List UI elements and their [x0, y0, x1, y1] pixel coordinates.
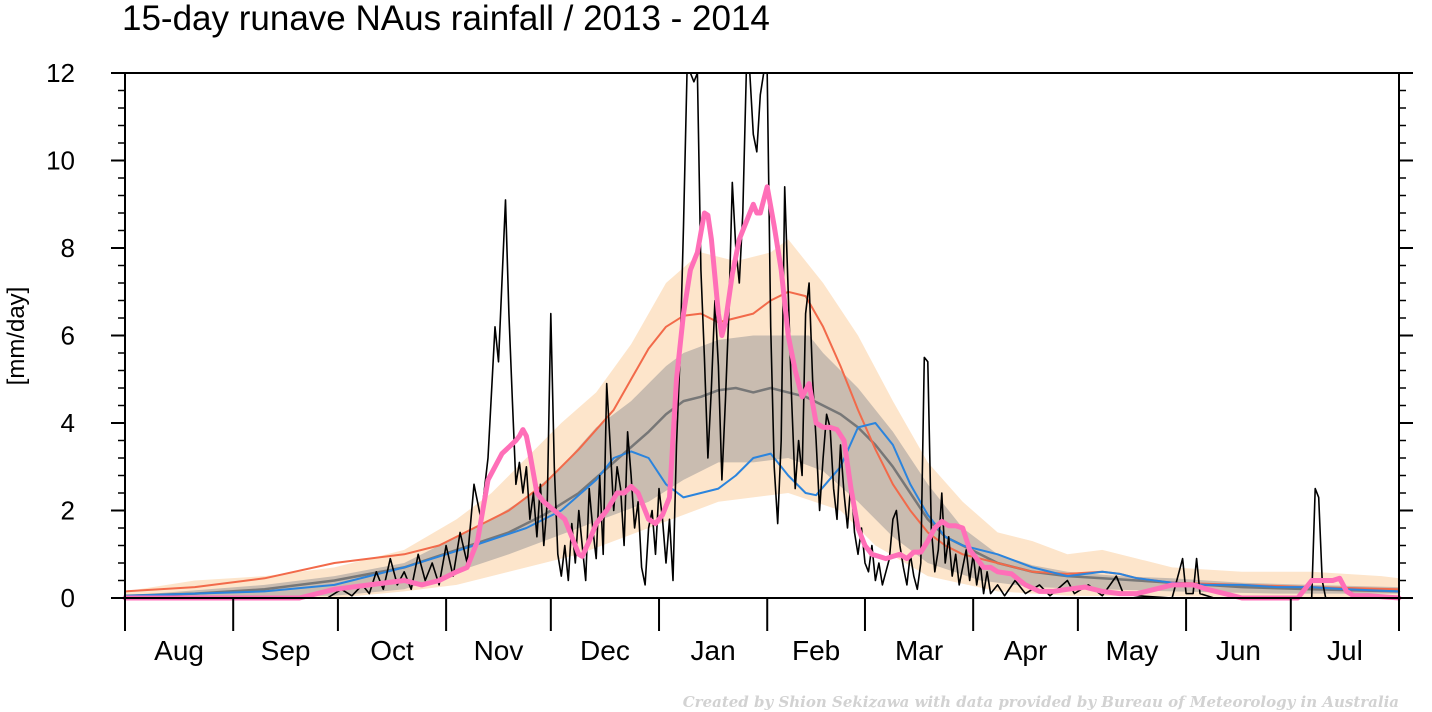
- x-month-label: Mar: [895, 635, 943, 666]
- x-month-label: Sep: [261, 635, 311, 666]
- y-tick-label: 2: [61, 496, 75, 526]
- x-month-label: Feb: [792, 635, 840, 666]
- y-tick-label: 6: [61, 321, 75, 351]
- x-month-label: Jul: [1327, 635, 1363, 666]
- credit-text: Created by Shion Sekizawa with data prov…: [683, 693, 1399, 711]
- y-tick-label: 12: [46, 58, 75, 88]
- x-month-label: Jan: [691, 635, 736, 666]
- x-month-label: Apr: [1004, 635, 1048, 666]
- x-month-label: Nov: [474, 635, 524, 666]
- y-tick-label: 0: [61, 583, 75, 613]
- y-tick-label: 8: [61, 233, 75, 263]
- x-axis: Aug Sep Oct Nov Dec Jan Feb Mar Apr May Jun Jul: [124, 598, 1400, 666]
- x-month-label: May: [1106, 635, 1159, 666]
- y-tick-label: 4: [61, 408, 75, 438]
- runave-2013-2014-line: [122, 184, 1402, 601]
- chart-title: 15-day runave NAus rainfall / 2013 - 201…: [122, 0, 770, 38]
- x-month-label: Jun: [1216, 635, 1261, 666]
- daily-rainfall-line: [124, 72, 1400, 599]
- series-layer: [122, 72, 1402, 601]
- x-month-label: Oct: [370, 635, 414, 666]
- x-month-label: Aug: [154, 635, 204, 666]
- x-month-label: Dec: [580, 635, 630, 666]
- mean-line: [124, 290, 1400, 593]
- inner-range-band: [125, 335, 1399, 598]
- y-axis: 0 2 4 6 8 10 12: [46, 58, 1413, 613]
- y-axis-label: [mm/day]: [3, 287, 30, 386]
- climatology-line: [124, 422, 1400, 597]
- y-tick-label: 10: [46, 146, 75, 176]
